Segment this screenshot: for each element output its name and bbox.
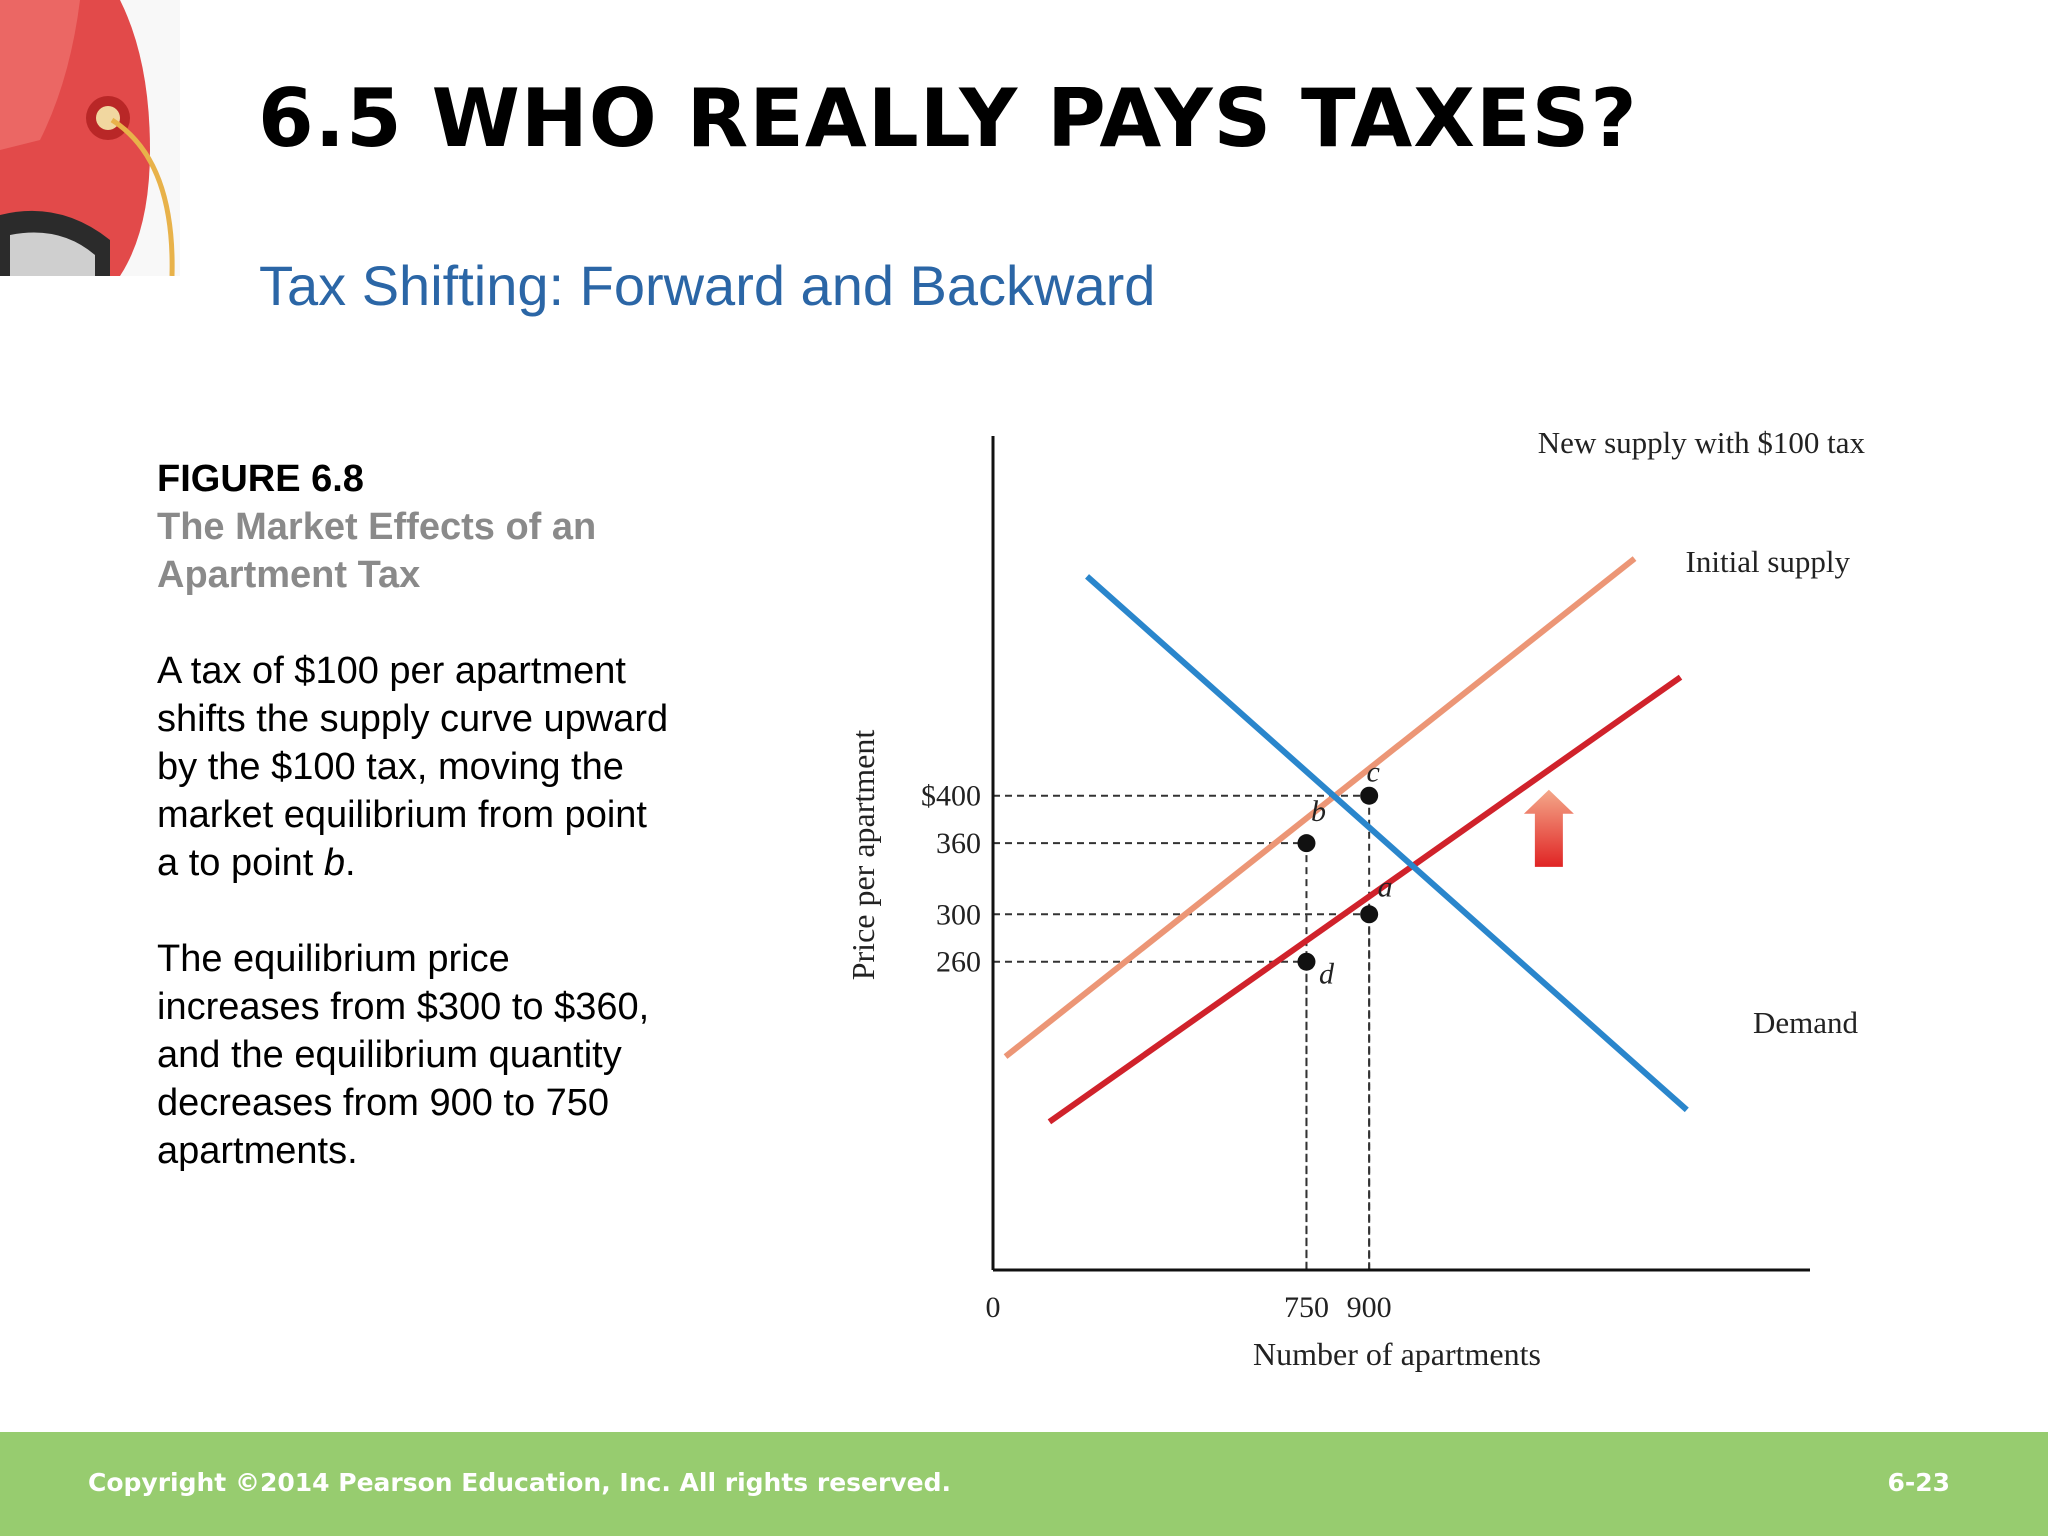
figure-caption: FIGURE 6.8 The Market Effects of an Apar… (157, 455, 677, 1175)
point-d (1297, 952, 1316, 971)
slide-subtitle: Tax Shifting: Forward and Backward (259, 254, 1156, 317)
initial-supply-label: Initial supply (1686, 544, 1851, 579)
dashed-guides (993, 794, 1371, 1270)
point-label-d: d (1319, 958, 1335, 991)
slide-title: 6.5 WHO REALLY PAYS TAXES? (258, 72, 1638, 165)
chart-series (1003, 556, 1689, 1125)
footer-bar: Copyright ©2014 Pearson Education, Inc. … (0, 1432, 2048, 1536)
chart-marks (1297, 786, 1574, 971)
point-label-a: a (1378, 870, 1393, 903)
demand-label: Demand (1753, 1005, 1859, 1040)
demand-line (1085, 574, 1689, 1113)
point-b (1297, 834, 1316, 853)
initial-supply-line (1047, 674, 1683, 1125)
page-number: 6-23 (1887, 1468, 1950, 1497)
supply-demand-chart: 260 300 360 $400 0 750 900 Number of apartments… (845, 425, 1865, 1372)
chart-labels: 260 300 360 $400 0 750 900 Number of apartments… (845, 425, 1865, 1372)
y-tick-label: $400 (921, 780, 981, 813)
x-axis-label: Number of apartments (1253, 1336, 1541, 1372)
car-charging-image (0, 0, 180, 276)
figure-title: The Market Effects of an Apartment Tax (157, 506, 597, 596)
x-tick-label: 900 (1347, 1291, 1392, 1324)
x-tick-label: 750 (1284, 1291, 1329, 1324)
point-label-b: b (1311, 795, 1326, 828)
chart-axes (991, 436, 1810, 1272)
new-supply-label: New supply with $100 tax (1538, 425, 1866, 460)
caption-paragraph-1: A tax of $100 per apartment shifts the s… (157, 650, 669, 884)
y-axis-label: Price per apartment (845, 730, 881, 981)
y-tick-label: 260 (936, 946, 981, 979)
x-origin-label: 0 (986, 1291, 1001, 1324)
copyright-text: Copyright ©2014 Pearson Education, Inc. … (88, 1468, 951, 1497)
point-a (1360, 905, 1379, 924)
new-supply-line (1003, 556, 1637, 1059)
supply-shift-arrow (1523, 789, 1574, 867)
point-label-c: c (1366, 756, 1379, 789)
figure-label: FIGURE 6.8 (157, 458, 364, 500)
y-tick-label: 360 (936, 827, 981, 860)
point-c (1360, 786, 1379, 805)
y-tick-label: 300 (936, 898, 981, 931)
caption-paragraph-2: The equilibrium price increases from $30… (157, 938, 650, 1172)
